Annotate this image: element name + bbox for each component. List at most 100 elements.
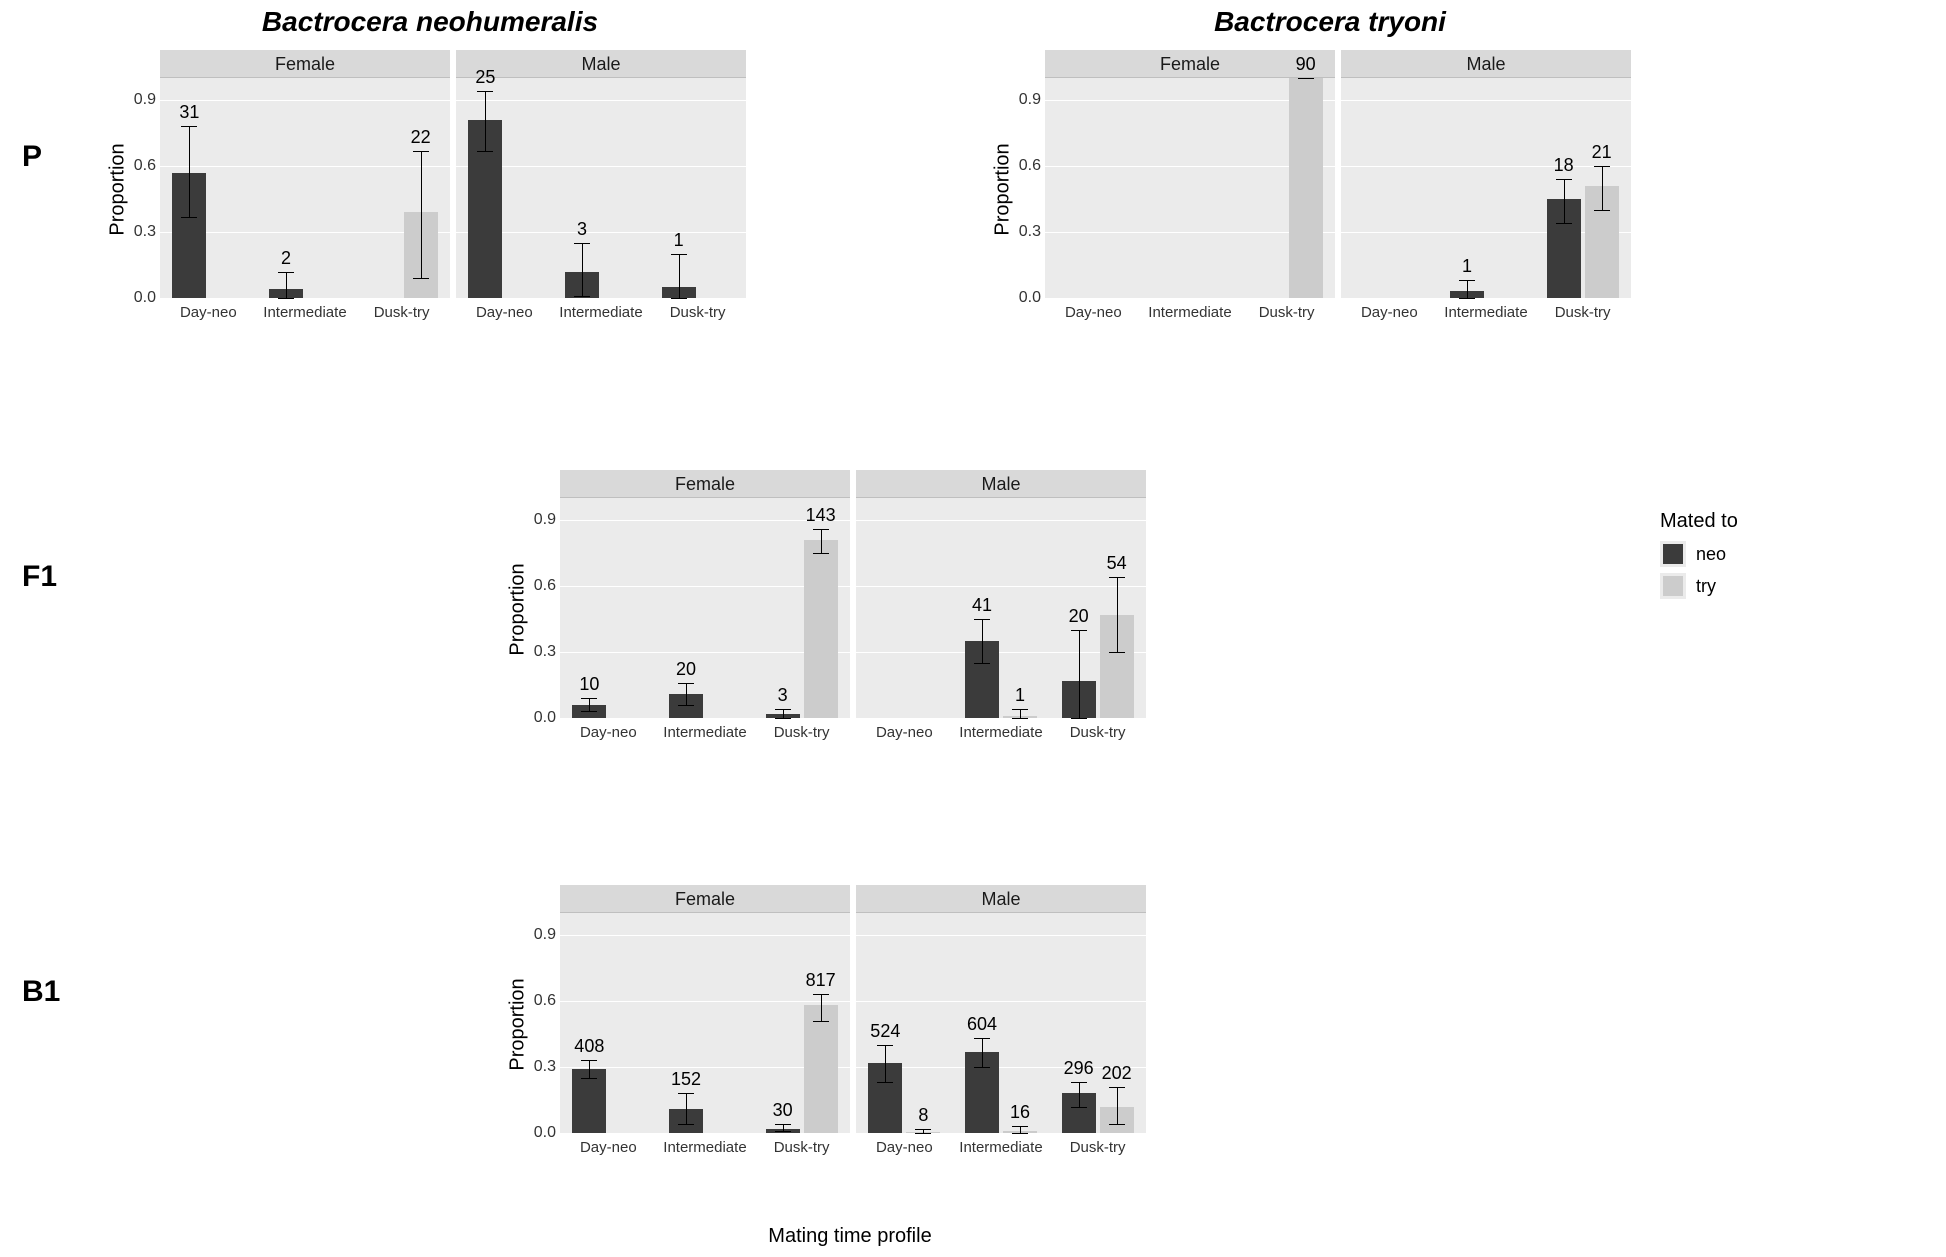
x-tick-label: Day-neo — [456, 304, 553, 321]
legend-item-try: try — [1660, 573, 1738, 599]
species-header-right: Bactrocera tryoni — [1030, 6, 1630, 38]
plot-area: 1 18 21 — [1341, 78, 1631, 298]
panel-group: Female312220.00.30.60.9Day-neoIntermedia… — [160, 50, 746, 298]
x-tick-label: Intermediate — [953, 724, 1050, 741]
facet-male: Male524860416296202Day-neoIntermediateDu… — [856, 885, 1146, 1133]
y-axis-label: Proportion — [992, 143, 1015, 235]
x-tick-label: Intermediate — [657, 724, 754, 741]
facet-strip: Male — [856, 470, 1146, 498]
facet-strip: Female — [1045, 50, 1335, 78]
facet-strip: Male — [1341, 50, 1631, 78]
y-axis-label: Proportion — [107, 143, 130, 235]
x-tick-label: Dusk-try — [1049, 724, 1146, 741]
bar-n-label: 20 — [1069, 606, 1089, 627]
plot-area: 31222 — [160, 78, 450, 298]
x-tick-label: Intermediate — [553, 304, 650, 321]
y-tick-label: 0.0 — [516, 709, 556, 727]
x-tick-label: Day-neo — [856, 1139, 953, 1156]
x-tick-label: Dusk-try — [1238, 304, 1335, 321]
bar-n-label: 16 — [1010, 1102, 1030, 1123]
bar-n-label: 817 — [806, 970, 836, 991]
bar-n-label: 604 — [967, 1014, 997, 1035]
legend-title: Mated to — [1660, 510, 1738, 533]
x-tick-label: Dusk-try — [1049, 1139, 1146, 1156]
bar-n-label: 21 — [1592, 142, 1612, 163]
x-tick-label: Intermediate — [1438, 304, 1535, 321]
facet-male: Male11821Day-neoIntermediateDusk-try — [1341, 50, 1631, 298]
bar-n-label: 2 — [281, 248, 291, 269]
bar-try — [804, 1005, 838, 1133]
bar-n-label: 296 — [1064, 1058, 1094, 1079]
facet-female: Female408152308170.00.30.60.9Day-neoInte… — [560, 885, 850, 1133]
facet-strip: Female — [560, 885, 850, 913]
bar-n-label: 10 — [579, 674, 599, 695]
bar-n-label: 20 — [676, 659, 696, 680]
bar-n-label: 54 — [1107, 553, 1127, 574]
bar-n-label: 524 — [870, 1021, 900, 1042]
panel-group: Female102031430.00.30.60.9Day-neoInterme… — [560, 470, 1146, 718]
row-label-p: P — [22, 140, 42, 174]
x-tick-label: Day-neo — [160, 304, 257, 321]
legend-label-neo: neo — [1696, 544, 1726, 565]
bar-try — [1289, 78, 1323, 298]
y-tick-label: 0.9 — [516, 511, 556, 529]
plot-area: 41 1 20 54 — [856, 498, 1146, 718]
legend-item-neo: neo — [1660, 541, 1738, 567]
x-tick-label: Dusk-try — [753, 1139, 850, 1156]
bar-n-label: 18 — [1554, 155, 1574, 176]
facet-male: Male4112054Day-neoIntermediateDusk-try — [856, 470, 1146, 718]
legend-label-try: try — [1696, 576, 1716, 597]
bar-n-label: 143 — [806, 505, 836, 526]
facet-strip: Female — [560, 470, 850, 498]
x-tick-label: Dusk-try — [753, 724, 850, 741]
y-tick-label: 0.9 — [1001, 91, 1041, 109]
facet-female: Female312220.00.30.60.9Day-neoIntermedia… — [160, 50, 450, 298]
facet-female: Female102031430.00.30.60.9Day-neoInterme… — [560, 470, 850, 718]
x-tick-label: Intermediate — [953, 1139, 1050, 1156]
facet-male: Male2531Day-neoIntermediateDusk-try — [456, 50, 746, 298]
bar-n-label: 41 — [972, 595, 992, 616]
bar-try — [804, 540, 838, 718]
facet-female: Female900.00.30.60.9Day-neoIntermediateD… — [1045, 50, 1335, 298]
plot-area: 90 — [1045, 78, 1335, 298]
y-tick-label: 0.9 — [116, 91, 156, 109]
y-tick-label: 0.9 — [516, 926, 556, 944]
facet-strip: Male — [856, 885, 1146, 913]
facet-strip: Male — [456, 50, 746, 78]
bar-n-label: 1 — [1015, 685, 1025, 706]
bar-n-label: 3 — [577, 219, 587, 240]
x-tick-label: Day-neo — [1045, 304, 1142, 321]
figure-root: Bactrocera neohumeralis Bactrocera tryon… — [0, 0, 1946, 1257]
y-tick-label: 0.0 — [116, 289, 156, 307]
bar-n-label: 3 — [778, 685, 788, 706]
x-tick-label: Day-neo — [856, 724, 953, 741]
species-header-left: Bactrocera neohumeralis — [130, 6, 730, 38]
plot-area: 2531 — [456, 78, 746, 298]
panel-group: Female900.00.30.60.9Day-neoIntermediateD… — [1045, 50, 1631, 298]
plot-area: 40815230817 — [560, 913, 850, 1133]
x-tick-label: Day-neo — [560, 1139, 657, 1156]
y-axis-label: Proportion — [507, 563, 530, 655]
plot-area: 10 20 3 143 — [560, 498, 850, 718]
bar-n-label: 90 — [1296, 54, 1316, 75]
bar-n-label: 25 — [475, 67, 495, 88]
x-tick-label: Intermediate — [657, 1139, 754, 1156]
legend: Mated to neo try — [1660, 510, 1738, 605]
x-tick-label: Dusk-try — [649, 304, 746, 321]
bar-n-label: 1 — [674, 230, 684, 251]
panel-group: Female408152308170.00.30.60.9Day-neoInte… — [560, 885, 1146, 1133]
x-tick-label: Day-neo — [560, 724, 657, 741]
bar-n-label: 408 — [574, 1036, 604, 1057]
y-axis-label: Proportion — [507, 978, 530, 1070]
bar-n-label: 202 — [1102, 1063, 1132, 1084]
x-tick-label: Dusk-try — [353, 304, 450, 321]
row-label-b1: B1 — [22, 975, 60, 1009]
row-label-f1: F1 — [22, 560, 57, 594]
plot-area: 524 8 604 16 296 202 — [856, 913, 1146, 1133]
x-tick-label: Intermediate — [257, 304, 354, 321]
bar-n-label: 8 — [918, 1105, 928, 1126]
y-tick-label: 0.0 — [516, 1124, 556, 1142]
facet-strip: Female — [160, 50, 450, 78]
bar-n-label: 1 — [1462, 256, 1472, 277]
x-axis-label: Mating time profile — [500, 1225, 1200, 1248]
